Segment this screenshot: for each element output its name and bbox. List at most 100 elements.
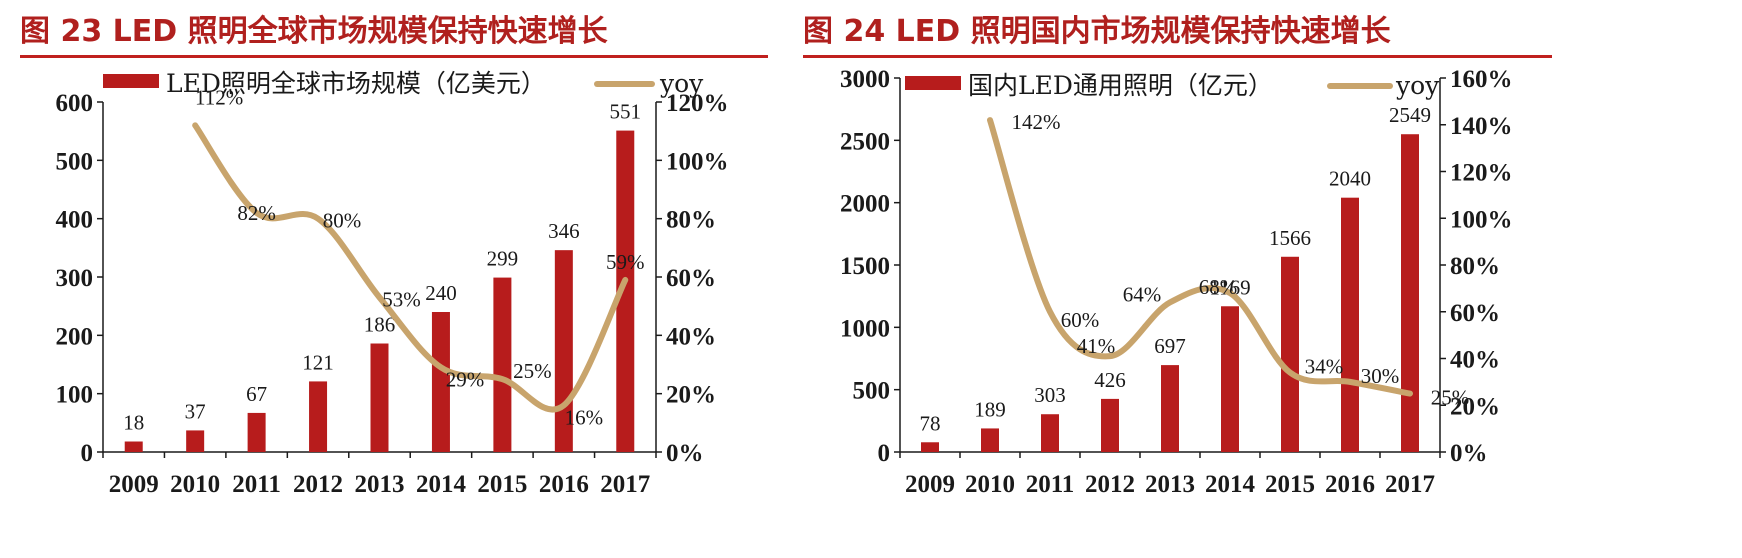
fig23-left-tick-label: 600: [56, 90, 94, 117]
fig23-bar: [431, 312, 450, 452]
fig23-yoy-value-label: 29%: [446, 367, 485, 391]
fig23-x-tick-label: 2017: [600, 471, 650, 498]
fig23-yoy-value-label: 112%: [195, 85, 243, 109]
fig24-x-tick-label: 2012: [1085, 471, 1135, 498]
fig23-left-tick-label: 200: [56, 323, 94, 350]
fig23-bar: [186, 430, 205, 452]
fig23-right-tick-label: 120%: [666, 90, 729, 117]
figure-24-title-rule: [803, 55, 1552, 58]
fig24-chart: 0 500 1000 1500 2000 2500 3000 0% 20% 40% 60% 80% 10…: [840, 66, 1513, 498]
fig23-left-tick-label: 0: [81, 440, 94, 467]
fig24-bar: [1341, 197, 1359, 452]
fig24-right-tick-label: 160%: [1450, 66, 1513, 93]
fig24-right-tick-label: 60%: [1450, 300, 1500, 327]
fig23-bar-value-label: 186: [364, 313, 396, 337]
fig23-yoy-value-label: 82%: [237, 201, 276, 225]
fig24-yoy-value-label: 34%: [1305, 355, 1344, 379]
fig24-bar: [1221, 306, 1239, 452]
fig24-bar-value-label: 426: [1094, 368, 1126, 392]
fig23-left-tick-label: 500: [56, 148, 94, 175]
fig23-yoy-value-label: 53%: [382, 287, 421, 311]
fig24-x-tick-label: 2015: [1265, 471, 1315, 498]
fig23-left-tick-label: 400: [56, 207, 94, 234]
fig24-left-tick-label: 3000: [840, 66, 890, 93]
fig24-yoy-value-label: 60%: [1061, 308, 1100, 332]
fig23-yoy-value-label: 80%: [323, 209, 362, 233]
fig24-right-tick-label: 140%: [1450, 113, 1513, 140]
fig24-yoy-value-label: 25%: [1431, 386, 1470, 410]
fig23-bar-value-label: 299: [487, 247, 519, 271]
fig24-right-tick-label: 20%: [1450, 393, 1500, 420]
fig23-bar: [247, 412, 266, 452]
fig24-bar-value-label: 189: [974, 397, 1006, 421]
fig24-yoy-value-label: 142%: [1012, 110, 1061, 134]
fig23-bar: [309, 381, 328, 452]
fig24-yoy-value-label: 41%: [1077, 334, 1116, 358]
fig24-right-tick-label: 40%: [1450, 347, 1500, 374]
fig23-right-tick-label: 60%: [666, 265, 716, 292]
fig24-legend-line-label: yoy: [1395, 71, 1440, 100]
fig24-left-tick-label: 2000: [840, 191, 890, 218]
fig23-bar: [124, 441, 143, 452]
fig23-x-tick-label: 2010: [170, 471, 220, 498]
fig23-x-tick-label: 2015: [477, 471, 527, 498]
fig23-x-tick-label: 2012: [293, 471, 343, 498]
fig24-bar: [1401, 134, 1419, 452]
figure-23-title: 图 23 LED 照明全球市场规模保持快速增长: [20, 14, 608, 49]
fig24-x-tick-label: 2017: [1385, 471, 1435, 498]
fig23-bar-value-label: 240: [425, 281, 457, 305]
fig23-legend-bar-swatch: [103, 74, 159, 88]
fig24-x-tick-label: 2013: [1145, 471, 1195, 498]
fig23-yoy-value-label: 16%: [565, 405, 604, 429]
fig24-yoy-value-label: 68%: [1199, 275, 1238, 299]
fig24-x-tick-label: 2016: [1325, 471, 1375, 498]
fig24-bar-value-label: 303: [1034, 383, 1066, 407]
figure-24-title: 图 24 LED 照明国内市场规模保持快速增长: [803, 14, 1391, 49]
fig23-x-tick-label: 2011: [232, 471, 281, 498]
fig23-x-tick-label: 2013: [355, 471, 405, 498]
fig23-bar-value-label: 346: [548, 219, 580, 243]
fig23-bar-value-label: 37: [185, 399, 206, 423]
fig24-bar: [921, 442, 939, 452]
fig23-bar-value-label: 551: [610, 100, 642, 124]
fig24-bar: [981, 428, 999, 452]
fig23-yoy-value-label: 25%: [513, 359, 552, 383]
fig24-yoy-value-label: 30%: [1361, 364, 1400, 388]
fig23-x-tick-label: 2009: [109, 471, 159, 498]
fig23-legend-line-label: yoy: [659, 69, 704, 98]
fig23-bar: [493, 277, 512, 452]
fig24-yoy-value-label: 64%: [1123, 282, 1162, 306]
fig24-left-tick-label: 1000: [840, 315, 890, 342]
fig23-bar-value-label: 121: [302, 350, 334, 374]
fig24-x-tick-label: 2011: [1026, 471, 1075, 498]
figure-23-title-rule: [20, 55, 768, 58]
fig24-bar: [1101, 398, 1119, 452]
fig24-left-tick-label: 0: [878, 440, 891, 467]
fig24-left-tick-label: 1500: [840, 253, 890, 280]
fig23-left-tick-label: 100: [56, 382, 94, 409]
fig24-x-tick-label: 2009: [905, 471, 955, 498]
fig24-bar: [1041, 414, 1059, 452]
fig24-left-tick-label: 500: [853, 378, 891, 405]
fig23-chart: 0 100 200 300 400 500 600 0% 20% 40% 60% 80% 100% 120…: [56, 69, 729, 498]
fig23-right-tick-label: 40%: [666, 323, 716, 350]
fig24-bar-value-label: 2549: [1389, 103, 1431, 127]
fig23-right-tick-label: 80%: [666, 207, 716, 234]
fig23-yoy-line: [192, 122, 629, 413]
fig23-bar: [370, 343, 389, 452]
fig24-bar-value-label: 2040: [1329, 167, 1371, 191]
fig24-left-tick-label: 2500: [840, 128, 890, 155]
fig23-left-tick-label: 300: [56, 265, 94, 292]
fig24-right-tick-label: 0%: [1450, 440, 1488, 467]
fig23-bar: [616, 130, 635, 453]
fig24-bar-value-label: 1566: [1269, 226, 1311, 250]
fig24-right-tick-label: 120%: [1450, 160, 1513, 187]
fig23-legend-bar-label: LED照明全球市场规模（亿美元）: [166, 69, 546, 98]
fig23-bar-value-label: 18: [123, 411, 144, 435]
fig24-bar: [1281, 256, 1299, 452]
fig24-bar: [1161, 365, 1179, 452]
fig24-right-tick-label: 100%: [1450, 206, 1513, 233]
fig23-right-tick-label: 100%: [666, 148, 729, 175]
fig24-x-tick-label: 2014: [1205, 471, 1256, 498]
